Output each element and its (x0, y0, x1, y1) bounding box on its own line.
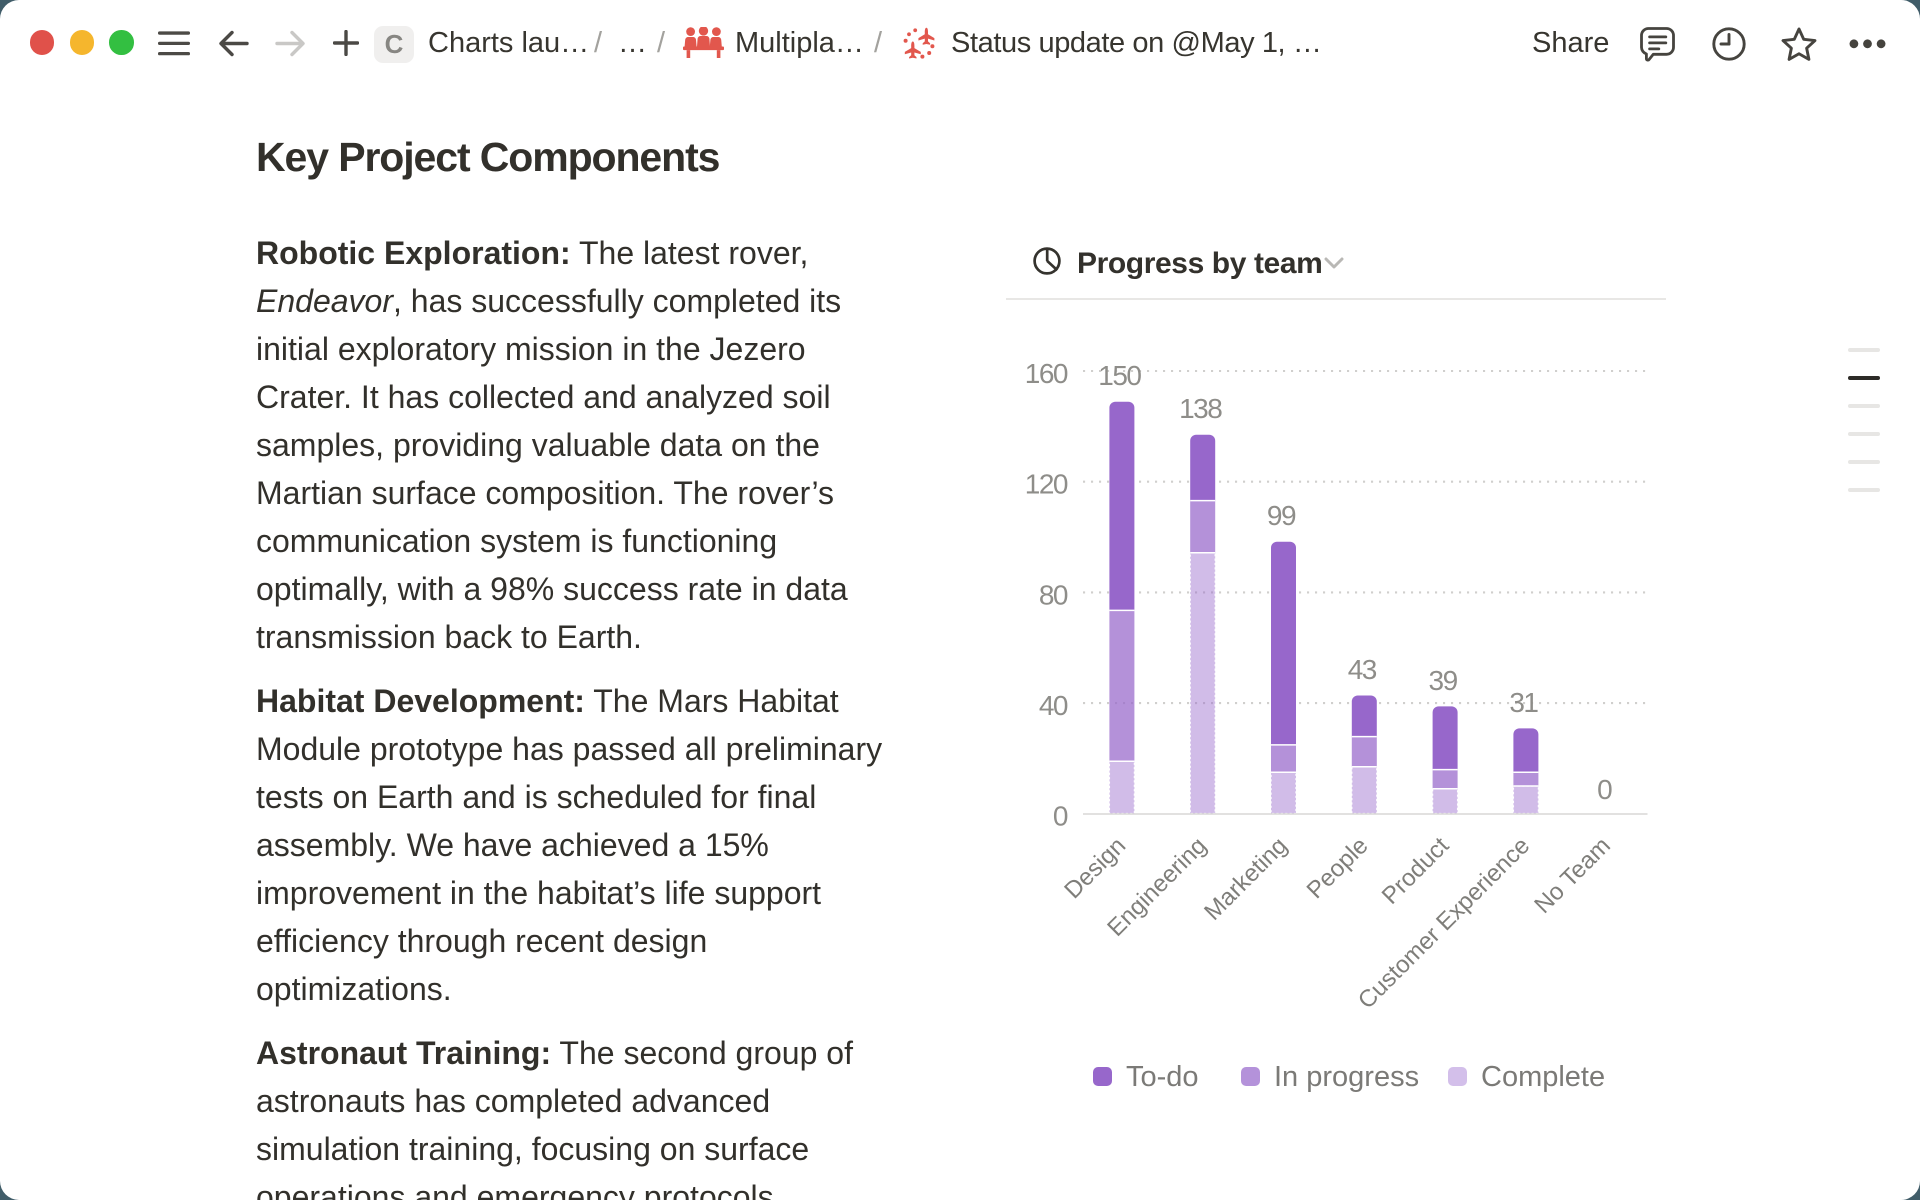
svg-text:160: 160 (1025, 358, 1068, 389)
svg-text:138: 138 (1179, 393, 1222, 424)
svg-text:80: 80 (1039, 579, 1068, 610)
svg-text:People: People (1302, 832, 1374, 904)
svg-text:Marketing: Marketing (1199, 832, 1293, 926)
svg-text:120: 120 (1025, 469, 1068, 500)
svg-text:99: 99 (1267, 500, 1296, 531)
svg-text:40: 40 (1039, 690, 1068, 721)
svg-text:0: 0 (1597, 774, 1612, 805)
svg-text:No Team: No Team (1529, 832, 1616, 919)
svg-text:31: 31 (1509, 687, 1538, 718)
svg-text:Product: Product (1377, 832, 1455, 910)
svg-text:0: 0 (1053, 801, 1068, 832)
svg-text:43: 43 (1348, 654, 1377, 685)
svg-text:150: 150 (1098, 360, 1141, 391)
svg-text:Design: Design (1059, 832, 1131, 904)
svg-text:39: 39 (1429, 665, 1458, 696)
